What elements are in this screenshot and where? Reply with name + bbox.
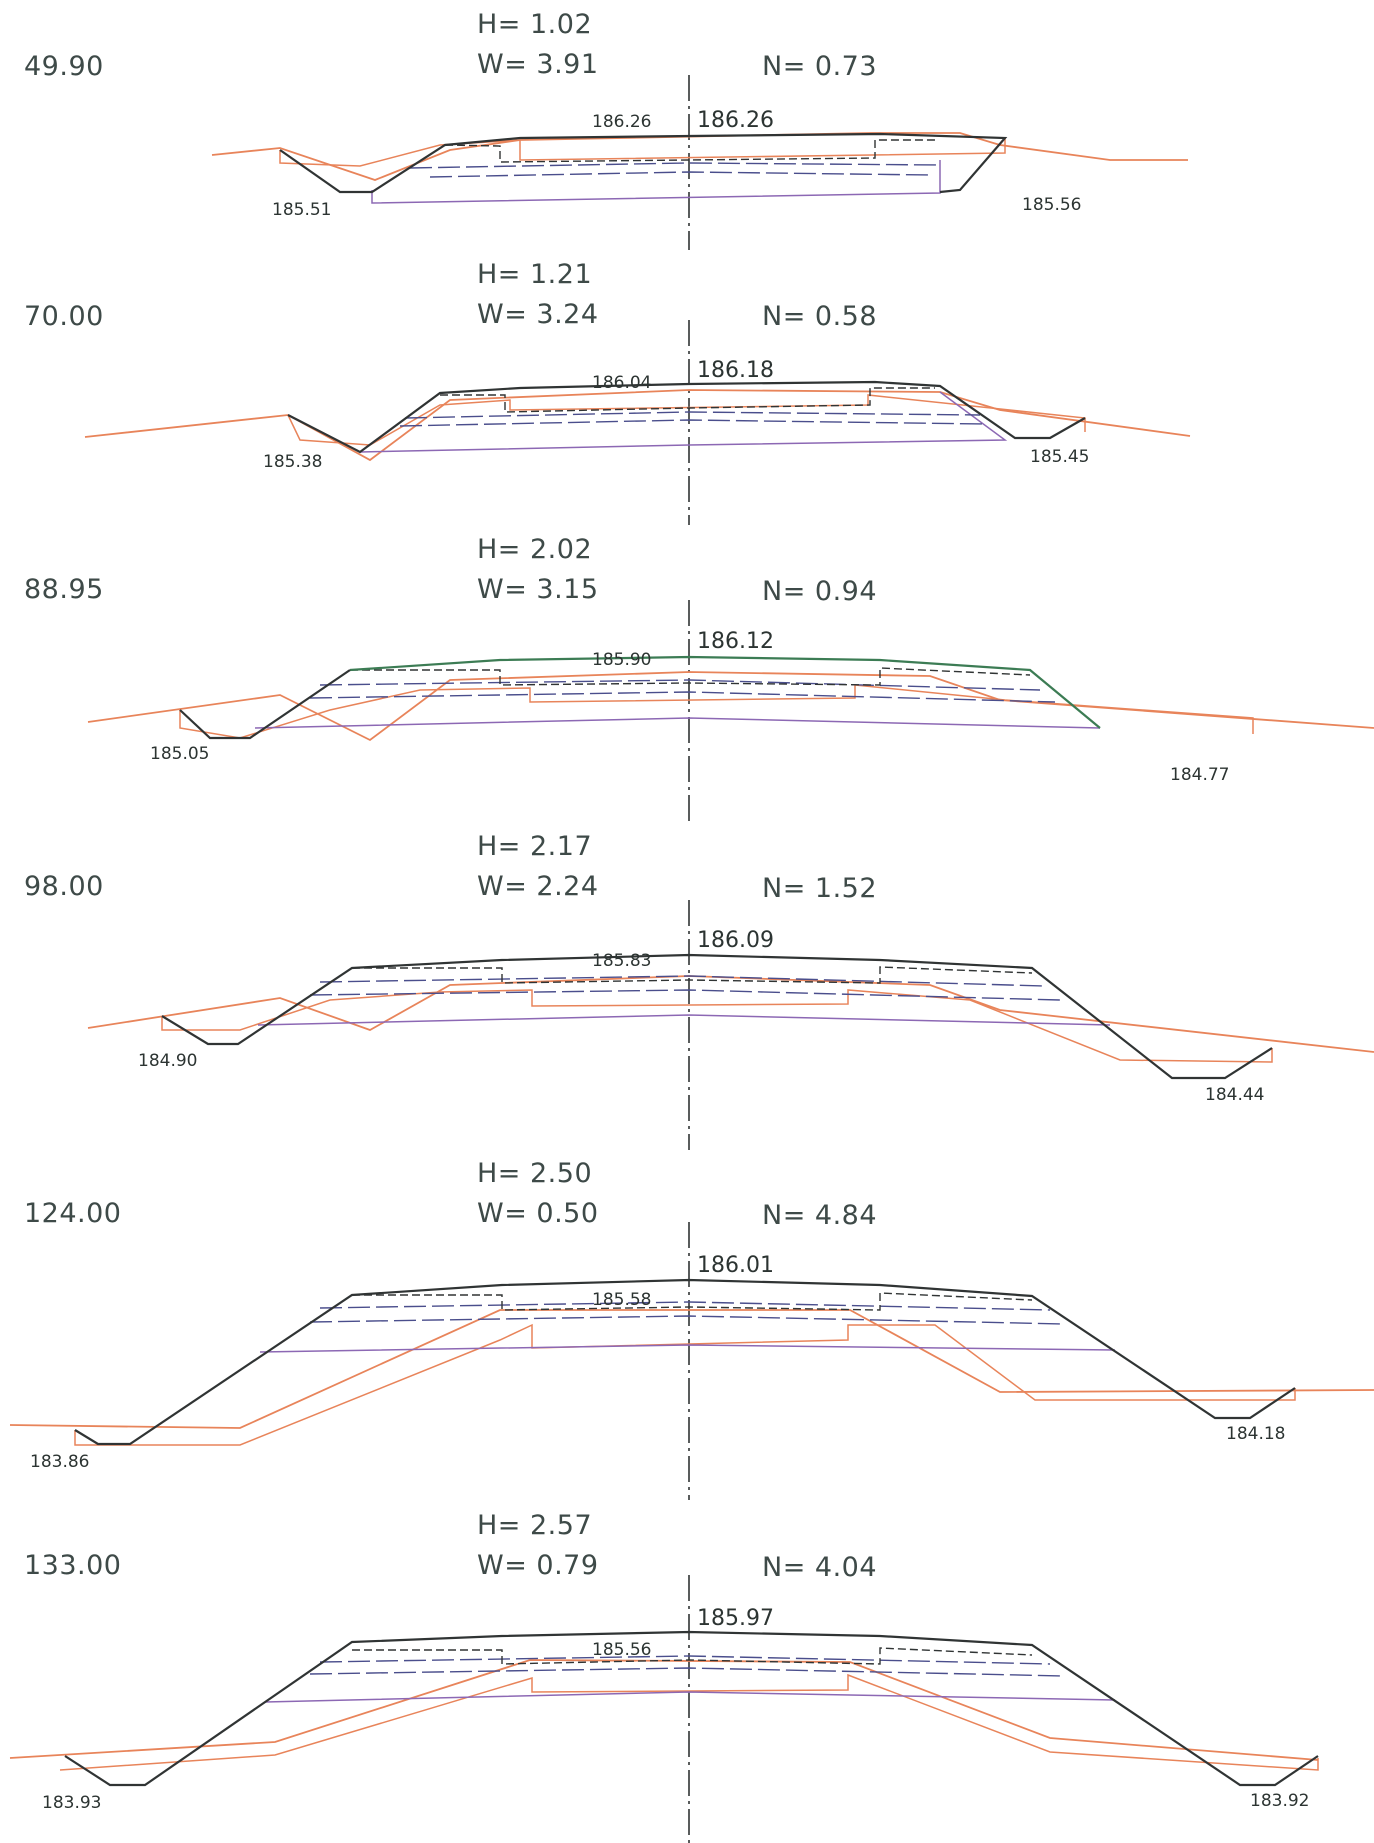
pavement-layer-line: [309, 1667, 1066, 1677]
n-value: N= 4.04: [762, 1552, 877, 1583]
center-elevation: 185.97: [697, 1606, 774, 1631]
center-elevation: 186.12: [697, 629, 774, 654]
h-value: H= 1.02: [477, 9, 592, 40]
center-elevation: 186.18: [697, 358, 774, 383]
subgrade-outline: [59, 1673, 1319, 1771]
station-label: 98.00: [24, 871, 104, 902]
top-elevation-left: 186.26: [592, 112, 651, 132]
station-label: 88.95: [24, 574, 104, 605]
n-value: N= 4.84: [762, 1200, 877, 1231]
design-section-line: [74, 1278, 1296, 1446]
station-label: 70.00: [24, 301, 104, 332]
existing-ground-line: [84, 389, 1191, 462]
top-elevation-left: 185.83: [592, 951, 651, 971]
subgrade-outline: [179, 684, 1254, 739]
subbase-line: [254, 717, 1101, 729]
subbase-line: [359, 391, 1008, 453]
subbase-line: [259, 1344, 1116, 1353]
station-label: 133.00: [24, 1550, 121, 1581]
pavement-layer-line: [319, 1655, 1051, 1665]
pavement-layer-line: [399, 419, 986, 427]
design-section-line: [287, 380, 1086, 454]
subbase-line: [371, 160, 941, 204]
left-toe-elevation: 183.86: [30, 1452, 89, 1472]
h-value: H= 1.21: [477, 259, 592, 290]
cross-section-6: 133.00 H= 2.57 W= 0.79 N= 4.04 185.56 18…: [9, 1510, 1319, 1843]
existing-ground-line: [9, 1309, 1374, 1429]
left-toe-elevation: 185.05: [150, 744, 209, 764]
pavement-layer-line: [309, 989, 1061, 1001]
n-value: N= 0.94: [762, 576, 877, 607]
station-label: 124.00: [24, 1198, 121, 1229]
existing-ground-line: [87, 671, 1374, 742]
pavement-layer-line: [319, 975, 1046, 987]
existing-ground-line: [211, 132, 1188, 181]
right-toe-elevation: 184.18: [1226, 1424, 1285, 1444]
right-toe-elevation: 184.77: [1170, 765, 1229, 785]
w-value: W= 0.50: [477, 1198, 599, 1229]
h-value: H= 2.57: [477, 1510, 592, 1541]
design-section-line: [279, 132, 1008, 194]
cross-section-1: 49.90 H= 1.02 W= 3.91 N= 0.73 186.26 186…: [24, 9, 1188, 250]
cross-section-5: 124.00 H= 2.50 W= 0.50 N= 4.84 185.58 18…: [9, 1158, 1374, 1500]
cross-section-3: 88.95 H= 2.02 W= 3.15 N= 0.94 185.90 186…: [24, 534, 1374, 825]
pavement-layer-line: [309, 1315, 1066, 1325]
curb-outline: [352, 1292, 1033, 1311]
design-section-line: [64, 1630, 1319, 1787]
w-value: W= 3.15: [477, 574, 599, 605]
pavement-layer-line: [429, 171, 931, 178]
top-elevation-left: 185.58: [592, 1290, 651, 1310]
center-elevation: 186.09: [697, 928, 774, 953]
w-value: W= 3.91: [477, 49, 599, 80]
subbase-line: [257, 1014, 1111, 1026]
top-elevation-left: 186.04: [592, 373, 651, 393]
right-toe-elevation: 185.56: [1022, 195, 1081, 215]
h-value: H= 2.50: [477, 1158, 592, 1189]
station-label: 49.90: [24, 51, 104, 82]
pavement-layer-line: [319, 679, 1041, 691]
pavement-layer-line: [309, 691, 1056, 703]
subgrade-outline: [287, 394, 1086, 446]
curb-outline: [350, 667, 1031, 686]
design-top-line: [349, 655, 1101, 729]
pavement-layer-line: [319, 1301, 1051, 1311]
h-value: H= 2.17: [477, 831, 592, 862]
right-toe-elevation: 185.45: [1030, 447, 1089, 467]
n-value: N= 0.73: [762, 51, 877, 82]
pavement-layer-line: [409, 162, 941, 169]
design-section-line: [179, 669, 351, 740]
left-toe-elevation: 183.93: [42, 1793, 101, 1813]
curb-outline: [444, 139, 935, 163]
design-section-line: [161, 953, 1273, 1080]
left-toe-elevation: 185.38: [263, 452, 322, 472]
cross-section-2: 70.00 H= 1.21 W= 3.24 N= 0.58 186.04 186…: [24, 259, 1191, 525]
n-value: N= 0.58: [762, 301, 877, 332]
w-value: W= 0.79: [477, 1550, 599, 1581]
right-toe-elevation: 183.92: [1250, 1791, 1309, 1811]
top-elevation-left: 185.90: [592, 650, 651, 670]
curb-outline: [352, 966, 1033, 984]
existing-ground-line: [9, 1659, 1319, 1761]
w-value: W= 2.24: [477, 871, 599, 902]
top-elevation-left: 185.56: [592, 1640, 651, 1660]
n-value: N= 1.52: [762, 873, 877, 904]
curb-outline: [352, 1647, 1033, 1665]
right-toe-elevation: 184.44: [1205, 1085, 1264, 1105]
subbase-line: [264, 1691, 1116, 1703]
subgrade-outline: [279, 138, 1006, 167]
h-value: H= 2.02: [477, 534, 592, 565]
pavement-layer-line: [404, 411, 981, 419]
subgrade-outline: [74, 1323, 1296, 1446]
center-elevation: 186.01: [697, 1253, 774, 1278]
left-toe-elevation: 185.51: [272, 200, 331, 220]
left-toe-elevation: 184.90: [138, 1051, 197, 1071]
w-value: W= 3.24: [477, 299, 599, 330]
existing-ground-line: [87, 975, 1374, 1053]
center-elevation: 186.26: [697, 108, 774, 133]
curb-outline: [440, 387, 935, 413]
cross-section-4: 98.00 H= 2.17 W= 2.24 N= 1.52 185.83 186…: [24, 831, 1374, 1150]
subgrade-outline: [161, 989, 1273, 1063]
